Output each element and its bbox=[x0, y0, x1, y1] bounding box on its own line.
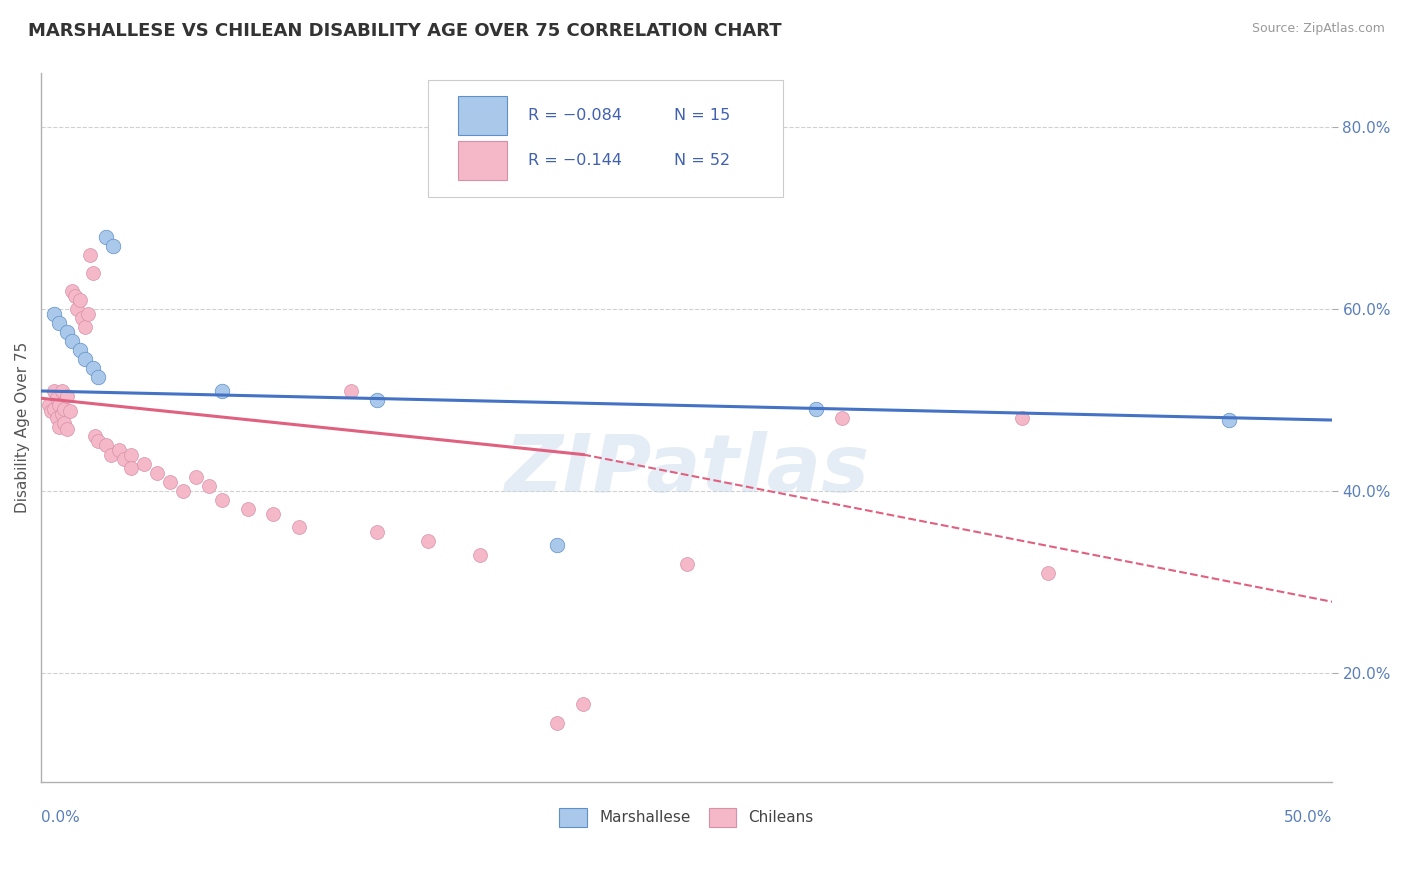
Point bbox=[288, 520, 311, 534]
Point bbox=[48, 398, 70, 412]
Point bbox=[41, 404, 63, 418]
Point bbox=[100, 448, 122, 462]
Text: R = −0.144: R = −0.144 bbox=[527, 153, 621, 168]
Point bbox=[76, 307, 98, 321]
Point bbox=[184, 470, 207, 484]
Point bbox=[58, 404, 80, 418]
Point bbox=[42, 402, 65, 417]
Point bbox=[73, 352, 96, 367]
FancyBboxPatch shape bbox=[458, 141, 508, 179]
Point bbox=[211, 493, 233, 508]
Point bbox=[172, 483, 194, 498]
Point bbox=[366, 392, 388, 407]
Point bbox=[60, 334, 83, 348]
Point bbox=[63, 288, 86, 302]
Point bbox=[56, 388, 79, 402]
Point bbox=[45, 391, 67, 405]
Point bbox=[48, 420, 70, 434]
Y-axis label: Disability Age Over 75: Disability Age Over 75 bbox=[15, 342, 30, 513]
Legend: Marshallese, Chileans: Marshallese, Chileans bbox=[551, 800, 821, 834]
Point bbox=[94, 438, 117, 452]
Point bbox=[112, 452, 135, 467]
Point bbox=[804, 402, 827, 417]
Point bbox=[831, 411, 853, 425]
Text: MARSHALLESE VS CHILEAN DISABILITY AGE OVER 75 CORRELATION CHART: MARSHALLESE VS CHILEAN DISABILITY AGE OV… bbox=[28, 22, 782, 40]
Text: 0.0%: 0.0% bbox=[41, 810, 80, 825]
Point bbox=[87, 434, 110, 448]
Point bbox=[53, 416, 76, 430]
Point bbox=[53, 402, 76, 417]
Point bbox=[107, 443, 129, 458]
Point bbox=[134, 457, 156, 471]
Point bbox=[42, 384, 65, 398]
Point bbox=[263, 507, 285, 521]
Point bbox=[418, 533, 440, 548]
Point bbox=[66, 302, 89, 317]
Point bbox=[340, 384, 363, 398]
Point bbox=[42, 307, 65, 321]
Point bbox=[121, 448, 143, 462]
Point bbox=[1218, 413, 1240, 427]
Text: R = −0.084: R = −0.084 bbox=[527, 108, 621, 123]
Text: Source: ZipAtlas.com: Source: ZipAtlas.com bbox=[1251, 22, 1385, 36]
Point bbox=[48, 316, 70, 330]
Point bbox=[366, 524, 388, 539]
Point bbox=[675, 557, 697, 571]
Point bbox=[79, 248, 101, 262]
Point bbox=[56, 422, 79, 436]
Text: ZIPatlas: ZIPatlas bbox=[505, 431, 869, 508]
Point bbox=[84, 429, 107, 443]
Point bbox=[94, 229, 117, 244]
Point bbox=[69, 293, 91, 307]
Point bbox=[60, 284, 83, 298]
Point bbox=[82, 266, 104, 280]
Point bbox=[547, 538, 569, 552]
Point bbox=[51, 407, 73, 421]
Point bbox=[51, 384, 73, 398]
Point bbox=[82, 361, 104, 376]
FancyBboxPatch shape bbox=[458, 96, 508, 135]
Point bbox=[211, 384, 233, 398]
Text: 50.0%: 50.0% bbox=[1284, 810, 1331, 825]
Point bbox=[69, 343, 91, 357]
Point bbox=[87, 370, 110, 384]
Point bbox=[72, 311, 94, 326]
Point bbox=[159, 475, 181, 489]
Point bbox=[56, 325, 79, 339]
Point bbox=[1036, 566, 1059, 580]
Point bbox=[146, 466, 169, 480]
Point bbox=[1011, 411, 1033, 425]
Point bbox=[236, 502, 259, 516]
FancyBboxPatch shape bbox=[429, 80, 783, 197]
Point bbox=[45, 411, 67, 425]
Text: N = 52: N = 52 bbox=[673, 153, 730, 168]
Point bbox=[73, 320, 96, 334]
Text: N = 15: N = 15 bbox=[673, 108, 730, 123]
Point bbox=[103, 238, 125, 252]
Point bbox=[121, 461, 143, 475]
Point bbox=[468, 548, 491, 562]
Point bbox=[572, 698, 595, 712]
Point bbox=[198, 479, 221, 493]
Point bbox=[38, 398, 60, 412]
Point bbox=[547, 715, 569, 730]
